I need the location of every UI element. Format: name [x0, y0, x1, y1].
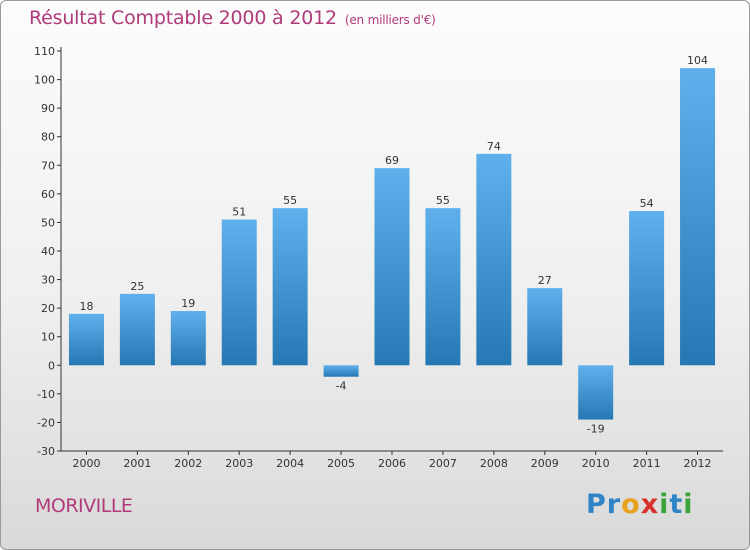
bar [170, 311, 206, 366]
y-tick-label: 90 [41, 102, 55, 115]
x-tick-label: 2011 [633, 457, 661, 470]
x-tick-label: 2009 [531, 457, 559, 470]
x-tick-label: 2006 [378, 457, 406, 470]
logo-letter: P [586, 489, 607, 520]
x-tick-label: 2010 [582, 457, 610, 470]
data-label: 51 [232, 206, 246, 219]
data-label: 18 [79, 300, 93, 313]
bar [119, 293, 155, 366]
logo-letter: o [621, 489, 641, 520]
data-label: 55 [436, 194, 450, 207]
logo-letter: i [659, 489, 670, 520]
data-label: -19 [587, 423, 605, 436]
y-tick-label: 60 [41, 188, 55, 201]
bar [68, 313, 104, 366]
x-tick-label: 2008 [480, 457, 508, 470]
bar [272, 208, 308, 366]
bar [527, 288, 563, 366]
bar [476, 153, 512, 366]
chart-subtitle: (en milliers d'€) [344, 13, 436, 27]
logo-letter: t [669, 489, 684, 520]
bar [323, 365, 359, 377]
y-tick-label: 100 [34, 74, 55, 87]
y-tick-label: -10 [37, 388, 55, 401]
x-tick-label: 2002 [174, 457, 202, 470]
x-tick-label: 2012 [684, 457, 712, 470]
bar [374, 168, 410, 366]
bar [221, 219, 257, 366]
data-label: 69 [385, 154, 399, 167]
data-label: 54 [640, 197, 654, 210]
y-tick-label: -30 [37, 445, 55, 458]
y-tick-label: 80 [41, 131, 55, 144]
x-tick-label: 2001 [123, 457, 151, 470]
bar [425, 208, 461, 366]
x-tick-label: 2007 [429, 457, 457, 470]
y-tick-label: 30 [41, 274, 55, 287]
y-tick-label: 0 [48, 359, 55, 372]
y-tick-label: 110 [34, 45, 55, 58]
y-tick-label: -20 [37, 416, 55, 429]
data-label: 25 [130, 280, 144, 293]
data-label: -4 [336, 380, 347, 393]
data-label: 19 [181, 297, 195, 310]
bar [578, 365, 614, 420]
x-tick-label: 2004 [276, 457, 304, 470]
y-tick-label: 40 [41, 245, 55, 258]
logo-letter: x [640, 489, 660, 520]
data-label: 74 [487, 140, 501, 153]
x-tick-label: 2000 [72, 457, 100, 470]
y-tick-label: 10 [41, 331, 55, 344]
y-tick-label: 50 [41, 216, 55, 229]
chart-title: Résultat Comptable 2000 à 2012 (en millie… [29, 7, 436, 29]
x-tick-label: 2003 [225, 457, 253, 470]
data-label: 55 [283, 194, 297, 207]
logo-letter: i [683, 489, 694, 520]
bar [629, 211, 665, 366]
proxiti-logo: Proxiti [586, 489, 694, 520]
logo-letter: r [606, 489, 622, 520]
bar [680, 68, 716, 366]
data-label: 27 [538, 274, 552, 287]
y-tick-label: 70 [41, 159, 55, 172]
town-name: MORIVILLE [35, 495, 133, 517]
data-label: 104 [687, 54, 708, 67]
x-tick-label: 2005 [327, 457, 355, 470]
y-tick-label: 20 [41, 302, 55, 315]
